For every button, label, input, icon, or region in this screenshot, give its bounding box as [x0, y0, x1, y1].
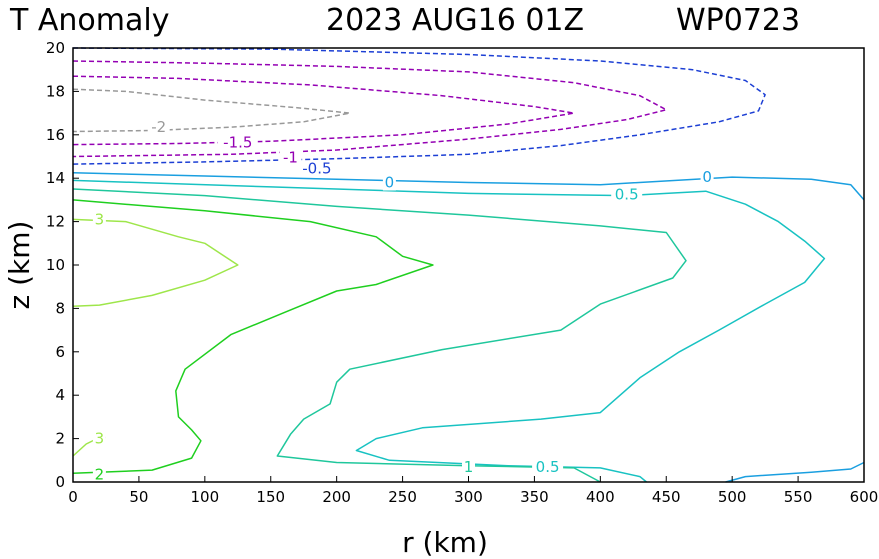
- y-tick-label-9: 18: [46, 82, 65, 100]
- contour-label-bg-4: [382, 174, 396, 191]
- y-tick-label-8: 16: [46, 126, 65, 144]
- x-tick-label-5: 250: [388, 488, 417, 506]
- contour-label-bg-7: [92, 211, 106, 228]
- x-tick-label-6: 300: [454, 488, 483, 506]
- y-tick-label-0: 0: [55, 473, 65, 491]
- contour-label-bg-5: [700, 169, 714, 186]
- contour-line-9: [72, 218, 239, 307]
- y-tick-label-6: 12: [46, 213, 65, 231]
- x-tick-label-12: 600: [850, 488, 879, 506]
- contour-label-bg-3: [296, 160, 337, 177]
- contour-line-0: [72, 88, 351, 133]
- x-tick-label-1: 50: [129, 488, 148, 506]
- contour-line-4: [72, 172, 865, 201]
- contour-line-1: [72, 75, 575, 146]
- contour-label-0: -2: [151, 118, 166, 136]
- y-tick-label-2: 4: [55, 386, 65, 404]
- contour-label-bg-0: [147, 119, 170, 136]
- contour-line-7: [72, 188, 687, 483]
- contour-label-bg-11: [532, 458, 564, 475]
- contour-label-bg-1: [217, 134, 258, 151]
- y-tick-label-4: 8: [55, 299, 65, 317]
- contour-label-bg-8: [92, 430, 106, 447]
- x-tick-label-2: 100: [191, 488, 220, 506]
- contour-label-10: 1: [464, 458, 474, 476]
- y-tick-label-10: 20: [46, 39, 65, 57]
- contour-label-bg-6: [611, 186, 643, 203]
- contour-label-4: 0: [385, 174, 395, 192]
- x-axis-label: r (km): [402, 526, 488, 559]
- x-tick-label-10: 500: [718, 488, 747, 506]
- y-tick-label-7: 14: [46, 169, 65, 187]
- contour-label-7: 3: [95, 210, 105, 228]
- x-tick-label-0: 0: [68, 488, 78, 506]
- contour-line-2: [72, 60, 668, 158]
- contour-label-bg-9: [92, 466, 106, 483]
- contour-label-6: 0.5: [615, 186, 639, 204]
- contour-line-5: [72, 179, 826, 483]
- plot-frame: [72, 47, 865, 483]
- y-axis: 0 2 4 6 8 10 12 14 16 18 20: [46, 39, 79, 491]
- y-tick-label-1: 2: [55, 430, 65, 448]
- contour-label-1: -1.5: [223, 133, 252, 151]
- x-tick-label-9: 450: [652, 488, 681, 506]
- x-tick-label-7: 350: [520, 488, 549, 506]
- contour-line-3: [72, 47, 766, 165]
- contour-label-9: 2: [95, 465, 105, 483]
- x-tick-label-3: 150: [256, 488, 285, 506]
- chart-datetime: 2023 AUG16 01Z: [326, 3, 584, 38]
- x-tick-label-8: 400: [586, 488, 615, 506]
- contour-label-3: -0.5: [302, 159, 331, 177]
- chart-storm-id: WP0723: [676, 3, 800, 38]
- contour-label-5: 0: [702, 168, 712, 186]
- x-axis: 0 50 100 150 200 250 300 350 400 450 500 550 600: [68, 476, 878, 506]
- contour-label-8: 3: [95, 430, 105, 448]
- contour-line-6: [725, 461, 865, 483]
- x-tick-label-4: 200: [322, 488, 351, 506]
- y-tick-label-5: 10: [46, 256, 65, 274]
- y-axis-label: z (km): [3, 221, 36, 310]
- contour-label-11: 0.5: [536, 458, 560, 476]
- contour-label-bg-10: [462, 458, 475, 475]
- contour-label-2: -1: [283, 149, 298, 167]
- plot-area: -2 -1.5 -1-0.5 0 0 0.5 3 3 2 1 0.5: [72, 47, 865, 483]
- x-tick-label-11: 550: [784, 488, 813, 506]
- chart-title: T Anomaly: [9, 3, 169, 38]
- contour-label-bg-2: [279, 149, 302, 166]
- contour-line-8: [72, 199, 434, 475]
- y-tick-label-3: 6: [55, 343, 65, 361]
